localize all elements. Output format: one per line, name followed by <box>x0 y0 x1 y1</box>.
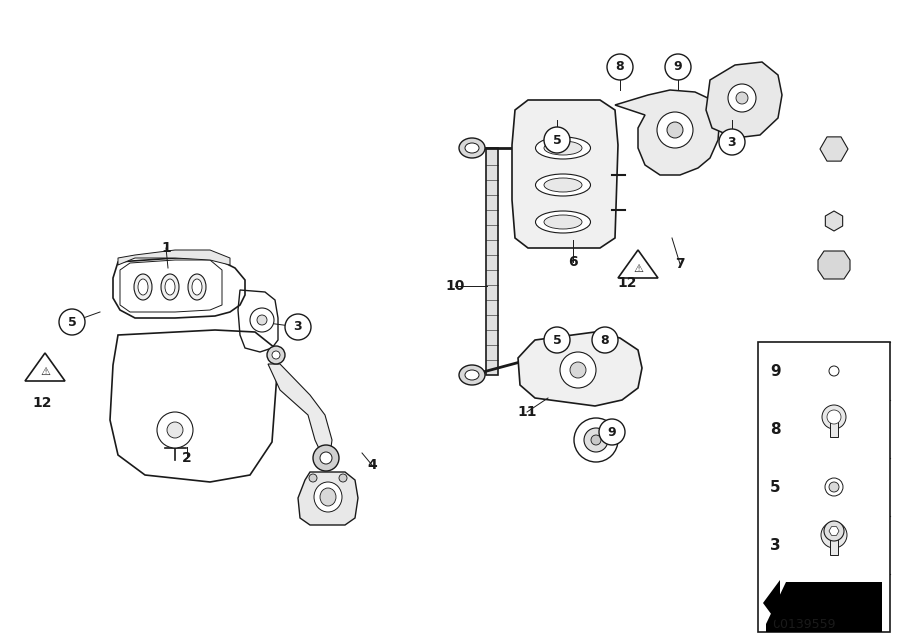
Text: 11: 11 <box>518 405 536 419</box>
Ellipse shape <box>536 211 590 233</box>
Polygon shape <box>512 100 618 248</box>
Text: 10: 10 <box>446 279 464 293</box>
Circle shape <box>657 112 693 148</box>
Circle shape <box>827 410 841 424</box>
Text: ⚠: ⚠ <box>40 367 50 377</box>
Ellipse shape <box>320 488 336 506</box>
Bar <box>830 535 838 555</box>
Circle shape <box>584 428 608 452</box>
Ellipse shape <box>188 274 206 300</box>
Bar <box>758 342 890 632</box>
Text: 5: 5 <box>553 134 562 146</box>
Ellipse shape <box>459 138 485 158</box>
Circle shape <box>719 129 745 155</box>
Polygon shape <box>268 364 332 455</box>
Circle shape <box>599 419 625 445</box>
Ellipse shape <box>536 174 590 196</box>
Polygon shape <box>615 90 720 175</box>
Ellipse shape <box>544 215 582 229</box>
Polygon shape <box>829 527 839 536</box>
Circle shape <box>59 309 85 335</box>
Circle shape <box>829 366 839 376</box>
Ellipse shape <box>459 365 485 385</box>
Circle shape <box>736 92 748 104</box>
Circle shape <box>272 351 280 359</box>
Circle shape <box>574 418 618 462</box>
Circle shape <box>544 127 570 153</box>
Circle shape <box>257 315 267 325</box>
Circle shape <box>822 405 846 429</box>
Circle shape <box>607 54 633 80</box>
Text: 2: 2 <box>182 451 192 465</box>
Polygon shape <box>706 62 782 138</box>
Circle shape <box>560 352 596 388</box>
Text: 9: 9 <box>674 60 682 74</box>
Text: 5: 5 <box>553 333 562 347</box>
Text: 3: 3 <box>293 321 302 333</box>
Polygon shape <box>763 580 780 626</box>
Bar <box>766 582 882 632</box>
Polygon shape <box>25 353 65 381</box>
Circle shape <box>824 521 844 541</box>
Circle shape <box>544 327 570 353</box>
Text: 1: 1 <box>161 241 171 255</box>
Polygon shape <box>618 250 658 278</box>
Ellipse shape <box>314 482 342 512</box>
Circle shape <box>313 445 339 471</box>
Polygon shape <box>118 250 230 265</box>
Circle shape <box>591 435 601 445</box>
Circle shape <box>829 482 839 492</box>
Ellipse shape <box>544 178 582 192</box>
Text: 9: 9 <box>770 364 780 378</box>
Text: 3: 3 <box>728 135 736 148</box>
Ellipse shape <box>536 137 590 159</box>
Circle shape <box>157 412 193 448</box>
Circle shape <box>821 522 847 548</box>
Circle shape <box>250 308 274 332</box>
Ellipse shape <box>465 370 479 380</box>
Circle shape <box>285 314 311 340</box>
Circle shape <box>667 122 683 138</box>
Text: 12: 12 <box>617 276 637 290</box>
Text: 00139559: 00139559 <box>772 618 836 632</box>
Text: 8: 8 <box>770 422 780 436</box>
Polygon shape <box>766 582 786 624</box>
Polygon shape <box>518 332 642 406</box>
Circle shape <box>825 478 843 496</box>
Text: 6: 6 <box>568 255 578 269</box>
Text: ⚠: ⚠ <box>633 264 643 274</box>
Ellipse shape <box>161 274 179 300</box>
Circle shape <box>592 327 618 353</box>
Circle shape <box>267 346 285 364</box>
Circle shape <box>339 474 347 482</box>
Text: 7: 7 <box>675 257 685 271</box>
Polygon shape <box>298 472 358 525</box>
Ellipse shape <box>165 279 175 295</box>
Circle shape <box>728 84 756 112</box>
Ellipse shape <box>134 274 152 300</box>
Circle shape <box>570 362 586 378</box>
Text: 4: 4 <box>367 458 377 472</box>
Text: 3: 3 <box>770 537 780 553</box>
Polygon shape <box>820 137 848 161</box>
Text: 5: 5 <box>68 315 76 329</box>
Text: 5: 5 <box>770 480 780 495</box>
Ellipse shape <box>544 141 582 155</box>
Text: 9: 9 <box>608 425 616 438</box>
Circle shape <box>320 452 332 464</box>
Polygon shape <box>825 211 842 231</box>
Bar <box>830 417 838 437</box>
Circle shape <box>167 422 183 438</box>
Polygon shape <box>486 148 498 375</box>
Circle shape <box>309 474 317 482</box>
Polygon shape <box>818 251 850 279</box>
Ellipse shape <box>138 279 148 295</box>
Text: 8: 8 <box>600 333 609 347</box>
Text: 12: 12 <box>32 396 52 410</box>
Circle shape <box>665 54 691 80</box>
Ellipse shape <box>192 279 202 295</box>
Text: 8: 8 <box>616 60 625 74</box>
Ellipse shape <box>465 143 479 153</box>
